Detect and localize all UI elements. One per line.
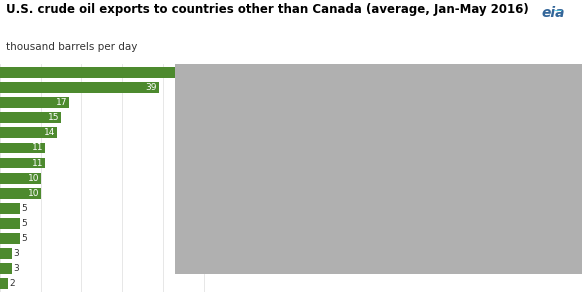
Text: 3: 3: [13, 264, 19, 273]
Bar: [0, 112, 61, 123]
Text: thousand barrels per day: thousand barrels per day: [6, 42, 137, 52]
Text: U.S. crude oil exports to countries other than Canada (average, Jan-May 2016): U.S. crude oil exports to countries othe…: [6, 3, 528, 16]
Text: 3: 3: [13, 249, 19, 258]
Text: 39: 39: [146, 83, 157, 92]
Text: 10: 10: [27, 174, 39, 182]
Bar: [0, 142, 45, 153]
Bar: [0, 82, 159, 93]
Text: 54: 54: [207, 68, 218, 77]
Text: 10: 10: [27, 189, 39, 198]
Bar: [0, 218, 20, 229]
Bar: [0, 263, 12, 274]
Text: 14: 14: [44, 128, 55, 137]
Text: 2: 2: [9, 279, 15, 288]
Bar: [0, 97, 69, 108]
Bar: [0, 248, 12, 259]
Bar: [0, 188, 41, 199]
Bar: [0, 203, 20, 214]
Bar: [0, 173, 41, 184]
Bar: [0, 233, 20, 244]
Text: 15: 15: [48, 113, 59, 122]
Text: 5: 5: [22, 234, 27, 243]
Text: 5: 5: [22, 219, 27, 228]
Bar: [0, 158, 45, 168]
Text: eia: eia: [541, 6, 565, 20]
Text: 11: 11: [31, 159, 43, 168]
Text: 11: 11: [31, 143, 43, 152]
Bar: [0, 127, 57, 138]
Bar: [0, 67, 220, 78]
Text: 17: 17: [56, 98, 68, 107]
Text: —: —: [553, 6, 562, 15]
Text: 5: 5: [22, 204, 27, 213]
Bar: [0, 278, 8, 289]
